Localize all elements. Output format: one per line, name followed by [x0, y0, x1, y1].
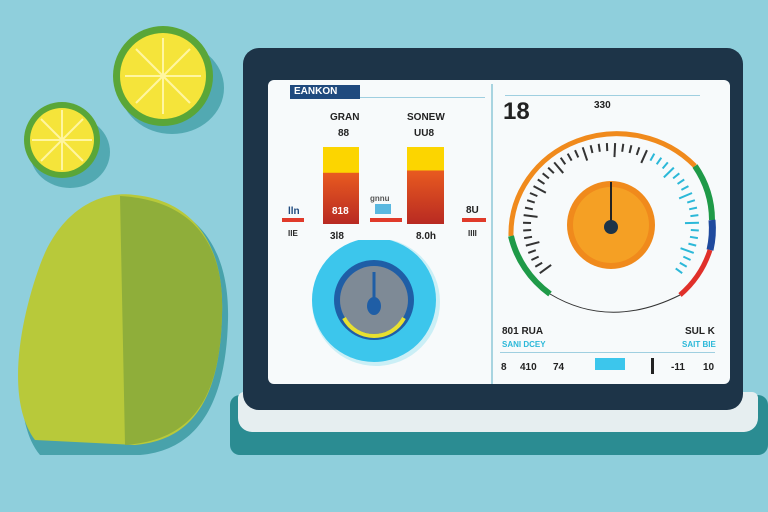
- gauge-tick: [676, 178, 685, 185]
- gauge-tick: [672, 172, 680, 180]
- gauge-tick: [534, 261, 543, 268]
- gauge-tick: [649, 153, 656, 162]
- gauge-tick: [547, 166, 555, 174]
- side-right-bottom: llll: [468, 229, 477, 238]
- gauge-tick: [537, 178, 546, 185]
- gauge-tick: [688, 242, 697, 247]
- gauge-tick: [678, 192, 693, 200]
- gauge-tick: [526, 199, 536, 204]
- footer-value: 410: [520, 362, 537, 373]
- side-right-bar: [462, 218, 486, 222]
- gauge-tick: [628, 145, 633, 154]
- bar2: [407, 147, 444, 224]
- gauge-tick: [581, 147, 589, 161]
- gauge-tick: [690, 228, 699, 232]
- footer-marker: [651, 358, 654, 374]
- side-mid-label: gnnu: [370, 194, 390, 203]
- gauge-tick: [566, 153, 573, 162]
- bar2-title: SONEW: [407, 112, 445, 123]
- side-mid-swatch: [375, 204, 391, 214]
- footer-rule: [500, 352, 715, 353]
- gauge-tick: [689, 235, 699, 240]
- gauge-tick: [574, 149, 580, 158]
- gauge-tick: [679, 261, 688, 268]
- screen-divider: [491, 84, 493, 384]
- side-right-value: 8U: [466, 205, 479, 216]
- lime-illustration: [18, 26, 229, 455]
- gauge-tick: [661, 161, 669, 170]
- gauge-tick: [530, 255, 540, 261]
- bar1-bottom: 3l8: [330, 231, 344, 242]
- side-left-bottom: llE: [288, 229, 298, 238]
- gauge-tick: [559, 157, 567, 165]
- gauge-tick: [533, 185, 547, 194]
- side-left-value: lln: [288, 206, 300, 217]
- footer-value: 74: [553, 362, 565, 373]
- gauge-tick: [523, 228, 532, 232]
- header-label: EANKON: [294, 86, 338, 97]
- bar2-bottom: 8.0h: [416, 231, 437, 242]
- gauge-tick: [686, 199, 696, 204]
- bar2-value: UU8: [414, 128, 435, 139]
- gauge-tick: [682, 255, 692, 261]
- bottom-right-value: SUL K: [685, 326, 715, 337]
- gauge-tick: [675, 267, 683, 275]
- gauge-tick: [688, 206, 698, 211]
- gauge-tick: [655, 157, 663, 165]
- footer-value: -11: [671, 362, 685, 373]
- gauge-tick: [613, 143, 617, 158]
- gauge-tick: [589, 145, 594, 154]
- main-gauge: [508, 131, 716, 313]
- bar1-value: 88: [338, 128, 350, 139]
- gauge-tick: [690, 214, 699, 218]
- gauge-tick: [680, 247, 695, 254]
- gauge-tick: [524, 206, 534, 211]
- bottom-left-value: 801 RUA: [502, 326, 544, 337]
- header-badge: [290, 85, 360, 99]
- bottom-left-sub: SANI DCEY: [502, 340, 546, 349]
- header-rule: [360, 97, 485, 98]
- gauge-tick: [523, 214, 538, 218]
- footer-value: 8: [501, 362, 507, 373]
- gauge-tick: [529, 192, 538, 198]
- gauge-tick: [640, 149, 648, 164]
- gauge-tick: [597, 143, 601, 152]
- footer-swatch: [595, 358, 625, 370]
- gauge-tick: [553, 161, 564, 174]
- gauge-tick: [635, 147, 641, 156]
- footer-value: 10: [703, 362, 715, 373]
- side-left-bar: [282, 218, 304, 222]
- gauge-tick: [527, 249, 537, 254]
- top-value: 330: [594, 100, 611, 111]
- bar1: [323, 147, 359, 224]
- gauge-tick: [542, 172, 550, 180]
- side-mid-bar: [370, 218, 402, 222]
- gauge-tick: [539, 264, 552, 275]
- big-number: 18: [503, 98, 530, 125]
- gauge-tick: [523, 235, 533, 240]
- gauge-tick: [525, 241, 540, 247]
- gauge-tick: [621, 143, 625, 152]
- cyan-dial: [312, 240, 440, 366]
- bar1-title: GRAN: [330, 112, 360, 123]
- gauge-tick: [663, 166, 675, 179]
- gauge-tick: [680, 185, 689, 191]
- bottom-right-sub: SAIT BIE: [682, 340, 716, 349]
- bar1-inner: 818: [332, 206, 349, 217]
- right-rule: [505, 95, 700, 96]
